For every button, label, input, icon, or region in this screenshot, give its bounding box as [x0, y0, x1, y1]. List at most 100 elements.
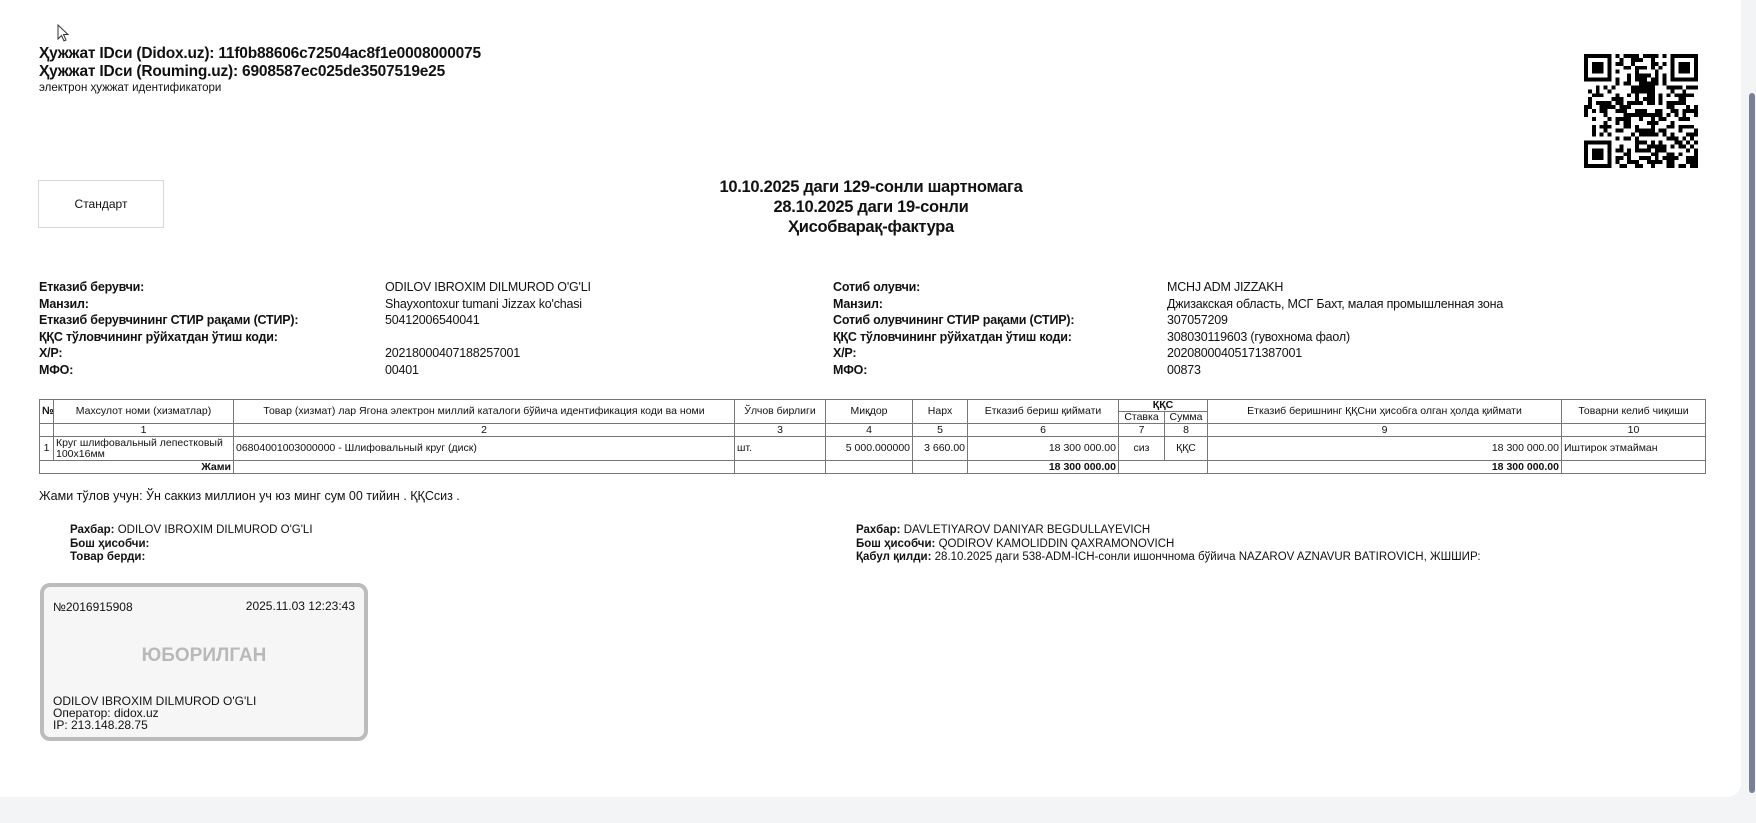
total-cost: 18 300 000.00: [967, 460, 1119, 474]
stamp-number: №2016915908: [53, 600, 133, 614]
buyer-signatures: Рахбар: DAVLETIYAROV DANIYAR BEGDULLAYEV…: [856, 524, 1481, 565]
stamp-operator: Оператор: didox.uz: [53, 706, 159, 720]
buyer-value: 307057209: [1167, 313, 1228, 327]
seller-accountant-label: Бош ҳисобчи:: [70, 537, 150, 550]
table-subheader-row: Ставка Сумма: [40, 411, 1706, 424]
standard-view-button[interactable]: Стандарт: [38, 180, 164, 228]
column-number: 8: [1164, 423, 1208, 437]
seller-values: ODILOV IBROXIM DILMUROD O'G'LI Shayxontox…: [385, 279, 591, 378]
seller-label: Манзил:: [39, 296, 89, 311]
didox-document-id: Ҳужжат IDси (Didox.uz): 11f0b88606c72504…: [39, 45, 481, 62]
buyer-head-label: Рахбар:: [856, 524, 901, 536]
stamp-signer: ODILOV IBROXIM DILMUROD O'G'LI: [53, 694, 257, 708]
buyer-value: 00873: [1167, 362, 1201, 377]
empty-cell: [233, 460, 735, 474]
seller-label: МФО:: [39, 362, 74, 377]
cell-qty: 5 000.000000: [825, 436, 913, 461]
stamp-status: ЮБОРИЛГАН: [141, 645, 267, 666]
total-in-words: Жами тўлов учун: Ўн саккиз миллион уч юз…: [39, 489, 460, 503]
received-by: 28.10.2025 даги 538-ADM-ICH-сонли ишончн…: [934, 551, 1481, 563]
received-by-label: Қабул қилди:: [856, 551, 932, 563]
column-number: 10: [1561, 423, 1706, 437]
buyer-label: ҚҚС тўловчининг рўйхатдан ўтиш коди:: [833, 329, 1072, 344]
cell-cost-vat: 18 300 000.00: [1207, 436, 1562, 461]
seller-value: 20218000407188257001: [385, 346, 521, 360]
buyer-label: Сотиб олувчининг СТИР рақами (СТИР):: [833, 313, 1075, 327]
empty-cell: [734, 460, 826, 474]
col-header-cost: Етказиб бериш қиймати: [967, 399, 1119, 424]
document-type-title: Ҳисобварақ-фактура: [788, 218, 954, 236]
seller-label: ҚҚС тўловчининг рўйхатдан ўтиш коди:: [39, 329, 278, 344]
rouming-document-id: Ҳужжат IDси (Rouming.uz): 6908587ec025de…: [39, 63, 445, 80]
cell-vat-rate: сиз: [1118, 436, 1165, 461]
total-label: Жами: [39, 460, 234, 474]
seller-value: 50412006540041: [385, 313, 480, 327]
invoice-number-date: 28.10.2025 даги 19-сонли: [773, 198, 969, 216]
mouse-cursor-icon: [57, 24, 70, 42]
empty-cell: [825, 460, 913, 474]
buyer-labels: Сотиб олувчи: Манзил: Сотиб олувчининг СТИ…: [833, 279, 1075, 378]
seller-signatures: Рахбар: ODILOV IBROXIM DILMUROD O'G'LI Б…: [70, 524, 313, 565]
cell-catalog: 06804001003000000 - Шлифовальный круг (д…: [233, 436, 735, 461]
buyer-value: 20208000405171387001: [1167, 346, 1303, 360]
seller-head: ODILOV IBROXIM DILMUROD O'G'LI: [117, 524, 313, 536]
invoice-items-table: № Махсулот номи (хизматлар) Товар (хизма…: [39, 399, 1706, 474]
cell-unit: шт.: [734, 436, 826, 461]
buyer-head: DAVLETIYAROV DANIYAR BEGDULLAYEVICH: [903, 524, 1151, 536]
table-header-row: № Махсулот номи (хизматлар) Товар (хизма…: [39, 399, 1706, 424]
table-row: 1 Круг шлифовальный лепестковый 100х16мм…: [39, 436, 1706, 461]
column-number: 4: [825, 423, 913, 437]
buyer-label: Манзил:: [833, 296, 883, 311]
column-number: 6: [967, 423, 1119, 437]
vertical-scrollbar[interactable]: [1749, 93, 1755, 793]
released-by-label: Товар берди:: [70, 551, 146, 563]
contract-reference: 10.10.2025 даги 129-сонли шартномага: [719, 178, 1023, 196]
column-number: 9: [1207, 423, 1562, 437]
col-header-origin: Товарни келиб чиқиши: [1561, 399, 1706, 424]
column-number: 1: [53, 423, 234, 437]
stamp-datetime: 2025.11.03 12:23:43: [245, 599, 355, 613]
cell-name: Круг шлифовальный лепестковый 100х16мм: [53, 436, 234, 461]
buyer-label: МФО:: [833, 362, 868, 377]
buyer-values: MCHJ ADM JIZZAKH Джизакская область, МСГ …: [1167, 279, 1503, 378]
seller-label: Етказиб берувчи:: [39, 280, 145, 294]
document-card: Ҳужжат IDси (Didox.uz): 11f0b88606c72504…: [0, 0, 1741, 797]
cell-vat-sum: ҚҚС: [1164, 436, 1208, 461]
seller-value: Shayxontoxur tumani Jizzax ko'chasi: [385, 296, 582, 311]
seller-head-label: Рахбар:: [70, 524, 115, 536]
col-header-price: Нарх: [912, 399, 968, 424]
buyer-value: MCHJ ADM JIZZAKH: [1167, 280, 1284, 294]
seller-value: ODILOV IBROXIM DILMUROD O'G'LI: [385, 280, 591, 294]
buyer-value: Джизакская область, МСГ Бахт, малая пром…: [1167, 296, 1504, 311]
table-total-row: Жами 18 300 000.00 18 300 000.00: [39, 460, 1706, 474]
col-header-name: Махсулот номи (хизматлар): [53, 399, 234, 424]
col-header-unit: Ўлчов бирлиги: [734, 399, 826, 424]
col-header-qty: Миқдор: [825, 399, 913, 424]
col-header-vat: ҚҚС: [1118, 399, 1208, 412]
column-number: 2: [233, 423, 735, 437]
col-header-vat-sum: Сумма: [1164, 411, 1208, 424]
column-number: 5: [912, 423, 968, 437]
seller-label: Х/Р:: [39, 346, 63, 360]
empty-cell: [1118, 460, 1208, 474]
seller-labels: Етказиб берувчи: Манзил: Етказиб берувчини…: [39, 279, 299, 378]
cell-origin: Иштирок этмайман: [1561, 436, 1706, 461]
seller-label: Етказиб берувчининг СТИР рақами (СТИР):: [39, 313, 299, 327]
column-number-blank: [39, 423, 54, 437]
seller-value: [385, 329, 591, 346]
buyer-label: Х/Р:: [833, 346, 857, 360]
col-header-no: №: [39, 399, 54, 424]
stamp-details: ODILOV IBROXIM DILMUROD O'G'LI Оператор:…: [53, 695, 256, 731]
seller-value: 00401: [385, 362, 419, 377]
buyer-accountant-label: Бош ҳисобчи:: [856, 537, 936, 550]
buyer-value: 308030119603 (гувохнома фаол): [1167, 329, 1350, 344]
column-number: 7: [1118, 423, 1165, 437]
empty-cell: [1561, 460, 1706, 474]
column-numbers-row: 1 2 3 4 5 6 7 8 9 10: [39, 423, 1706, 437]
buyer-accountant: QODIROV KAMOLIDDIN QAXRAMONOVICH: [938, 537, 1175, 550]
sent-stamp: №2016915908 2025.11.03 12:23:43 ЮБОРИЛГА…: [40, 583, 368, 741]
stamp-ip: IP: 213.148.28.75: [53, 718, 148, 732]
qr-code-icon: [1584, 54, 1698, 168]
col-header-vat-rate: Ставка: [1118, 411, 1165, 424]
empty-cell: [912, 460, 968, 474]
